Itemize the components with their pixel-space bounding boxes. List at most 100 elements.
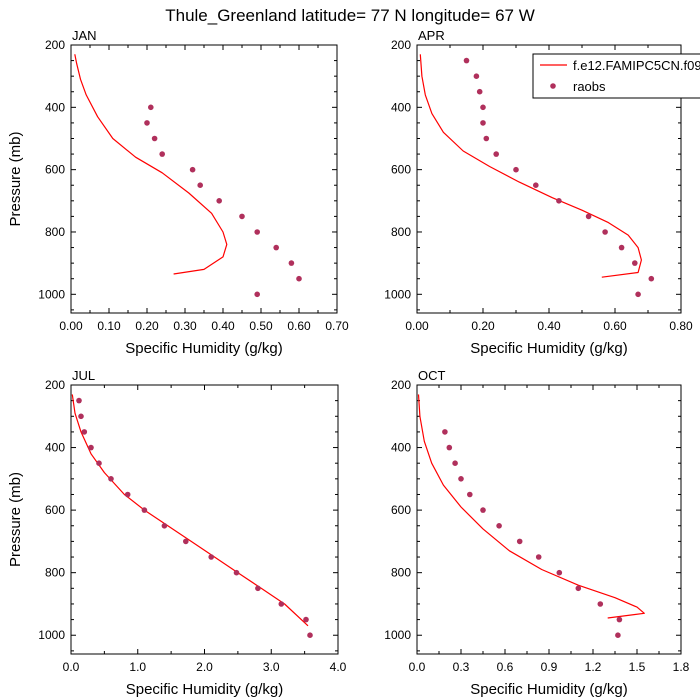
raobs-point — [233, 569, 240, 576]
x-tick-label: 1.8 — [673, 660, 690, 674]
x-tick-label: 0.60 — [287, 319, 311, 333]
raobs-point — [516, 538, 523, 545]
raobs-point — [597, 601, 604, 607]
raobs-point — [81, 429, 88, 435]
y-axis-label: Pressure (mb) — [7, 131, 24, 226]
panel-jan: JAN 0.00 0.10 0.20 0.30 0.40 0.50 0.60 0.70 200 40… — [7, 28, 349, 357]
raobs-point — [575, 585, 582, 592]
legend-obs-label: raobs — [573, 79, 606, 94]
raobs-point — [458, 476, 464, 482]
raobs-point — [556, 569, 563, 576]
raobs-point — [618, 244, 625, 251]
raobs-point — [533, 182, 539, 188]
raobs-point — [141, 507, 148, 513]
y-tick-label: 800 — [391, 225, 411, 239]
raobs-point — [296, 275, 302, 282]
raobs-point — [535, 554, 542, 560]
plot-frame — [70, 44, 338, 314]
raobs-point — [632, 260, 638, 266]
raobs-point — [216, 198, 222, 204]
raobs-point — [493, 151, 500, 157]
x-tick-label: 0.60 — [603, 319, 627, 333]
y-tick-label: 600 — [391, 163, 411, 177]
raobs-point — [602, 229, 608, 235]
x-tick-label: 0.50 — [249, 319, 273, 333]
raobs-point — [255, 585, 261, 592]
x-tick-label: 0.30 — [173, 319, 197, 333]
panel-apr: APR 0.00 0.20 0.40 0.60 0.80 200 400 600 800 1000 S… — [384, 28, 693, 357]
y-tick-label: 600 — [45, 503, 65, 517]
x-tick-label: 1.0 — [129, 660, 146, 674]
y-tick-label: 600 — [391, 503, 411, 517]
raobs-point — [446, 444, 453, 451]
legend-frame — [532, 53, 700, 99]
x-tick-label: 0.10 — [97, 319, 121, 333]
model-line — [74, 54, 228, 275]
raobs-point — [480, 104, 486, 111]
raobs-point — [483, 135, 490, 142]
x-axis-label: Specific Humidity (g/kg) — [470, 340, 628, 357]
x-tick-label: 0.0 — [63, 660, 80, 674]
x-axis-label: Specific Humidity (g/kg) — [126, 681, 284, 698]
raobs-point — [496, 523, 502, 529]
x-tick-label: 0.00 — [59, 319, 83, 333]
x-tick-label: 3.0 — [263, 660, 280, 674]
y-tick-label: 1000 — [38, 287, 65, 301]
raobs-point — [239, 213, 245, 220]
x-tick-label: 0.70 — [325, 319, 349, 333]
y-tick-label: 200 — [391, 378, 411, 392]
y-tick-label: 600 — [45, 163, 65, 177]
y-tick-label: 400 — [45, 441, 65, 455]
raobs-point — [513, 166, 519, 173]
model-line — [417, 394, 645, 619]
raobs-point — [556, 198, 562, 204]
plot-area — [74, 54, 302, 298]
legend-obs-swatch — [550, 83, 556, 89]
model-line — [71, 394, 309, 627]
y-tick-label: 1000 — [384, 628, 411, 642]
plot-area — [419, 54, 655, 298]
raobs-point — [616, 616, 623, 623]
x-tick-label: 0.40 — [537, 319, 561, 333]
raobs-point — [144, 120, 150, 126]
raobs-point — [254, 229, 260, 235]
plot-frame — [70, 384, 339, 655]
panel-title: JAN — [72, 28, 97, 43]
raobs-point — [288, 260, 295, 266]
x-tick-label: 4.0 — [330, 660, 347, 674]
raobs-point — [273, 244, 280, 251]
x-tick-label: 1.2 — [585, 660, 602, 674]
raobs-point — [476, 88, 483, 95]
panel-title: APR — [418, 28, 445, 43]
x-axis-label: Specific Humidity (g/kg) — [125, 340, 283, 357]
raobs-point — [159, 151, 165, 157]
y-tick-label: 1000 — [38, 628, 65, 642]
x-tick-label: 1.5 — [629, 660, 646, 674]
raobs-point — [197, 182, 203, 188]
y-tick-label: 800 — [45, 566, 65, 580]
y-tick-label: 200 — [45, 38, 65, 52]
y-tick-label: 1000 — [384, 287, 411, 301]
raobs-point — [303, 616, 309, 623]
y-axis-label: Pressure (mb) — [7, 472, 24, 567]
raobs-point — [480, 120, 486, 126]
raobs-point — [108, 476, 114, 482]
panel-title: OCT — [418, 368, 446, 383]
x-tick-label: 0.6 — [497, 660, 514, 674]
raobs-point — [463, 57, 470, 64]
x-tick-label: 0.20 — [471, 319, 495, 333]
raobs-point — [473, 73, 480, 79]
legend: f.e12.FAMIPC5CN.f09 raobs — [532, 53, 700, 99]
y-tick-label: 400 — [391, 441, 411, 455]
figure-title: Thule_Greenland latitude= 77 N longitude… — [165, 6, 535, 25]
x-tick-label: 0.0 — [409, 660, 426, 674]
x-tick-label: 0.00 — [405, 319, 429, 333]
y-tick-label: 200 — [45, 378, 65, 392]
raobs-point — [161, 523, 168, 529]
raobs-point — [278, 601, 285, 607]
x-tick-label: 0.40 — [211, 319, 235, 333]
raobs-point — [76, 397, 82, 404]
raobs-point — [467, 491, 473, 498]
raobs-point — [452, 460, 458, 467]
